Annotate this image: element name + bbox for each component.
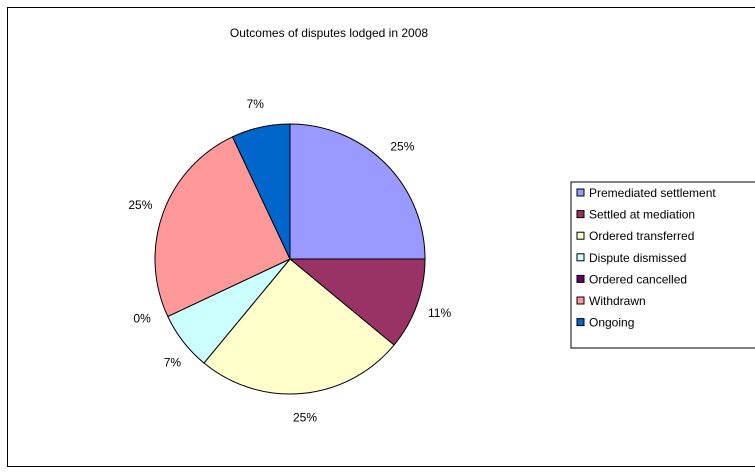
chart-title: Outcomes of disputes lodged in 2008 xyxy=(230,26,428,40)
pie-slice-6 xyxy=(154,136,291,318)
legend-swatch-2 xyxy=(576,210,585,219)
legend-label-7: Ongoing xyxy=(589,316,634,330)
chart-area: Outcomes of disputes lodged in 2008 25% 1… xyxy=(7,7,755,467)
legend-swatch-3 xyxy=(576,231,585,240)
legend-label-6: Withdrawn xyxy=(589,294,646,308)
pie-slices xyxy=(154,123,426,395)
pie-label-5: 0% xyxy=(133,312,151,326)
legend-items: Premediated settlement Settled at mediati… xyxy=(576,186,716,330)
pie-slice-1 xyxy=(289,123,426,260)
legend-label-1: Premediated settlement xyxy=(589,186,716,200)
pie-slice-7 xyxy=(231,123,291,260)
legend-label-3: Ordered transferred xyxy=(589,229,694,243)
legend-swatch-4 xyxy=(576,253,585,262)
legend: Premediated settlement Settled at mediati… xyxy=(570,181,755,349)
pie-label-7: 7% xyxy=(247,97,265,111)
pie-label-2: 11% xyxy=(428,306,451,320)
legend-swatch-7 xyxy=(576,318,585,327)
legend-box xyxy=(570,181,755,349)
pie-slice-3 xyxy=(203,258,395,395)
legend-swatch-6 xyxy=(576,296,585,305)
legend-label-2: Settled at mediation xyxy=(589,208,695,222)
pie-slice-2 xyxy=(288,258,426,346)
pie-label-6: 25% xyxy=(128,198,152,212)
pie-chart: Outcomes of disputes lodged in 2008 25% 1… xyxy=(128,26,755,424)
pie-label-3: 25% xyxy=(293,410,317,424)
legend-label-4: Dispute dismissed xyxy=(589,251,686,265)
legend-swatch-1 xyxy=(576,188,585,197)
pie-label-4: 7% xyxy=(164,356,182,370)
pie-label-1: 25% xyxy=(390,140,414,154)
pie-labels: 25% 11% 25% 7% 0% 25% 7% xyxy=(128,97,451,424)
legend-swatch-5 xyxy=(576,274,585,283)
legend-label-5: Ordered cancelled xyxy=(589,272,687,286)
